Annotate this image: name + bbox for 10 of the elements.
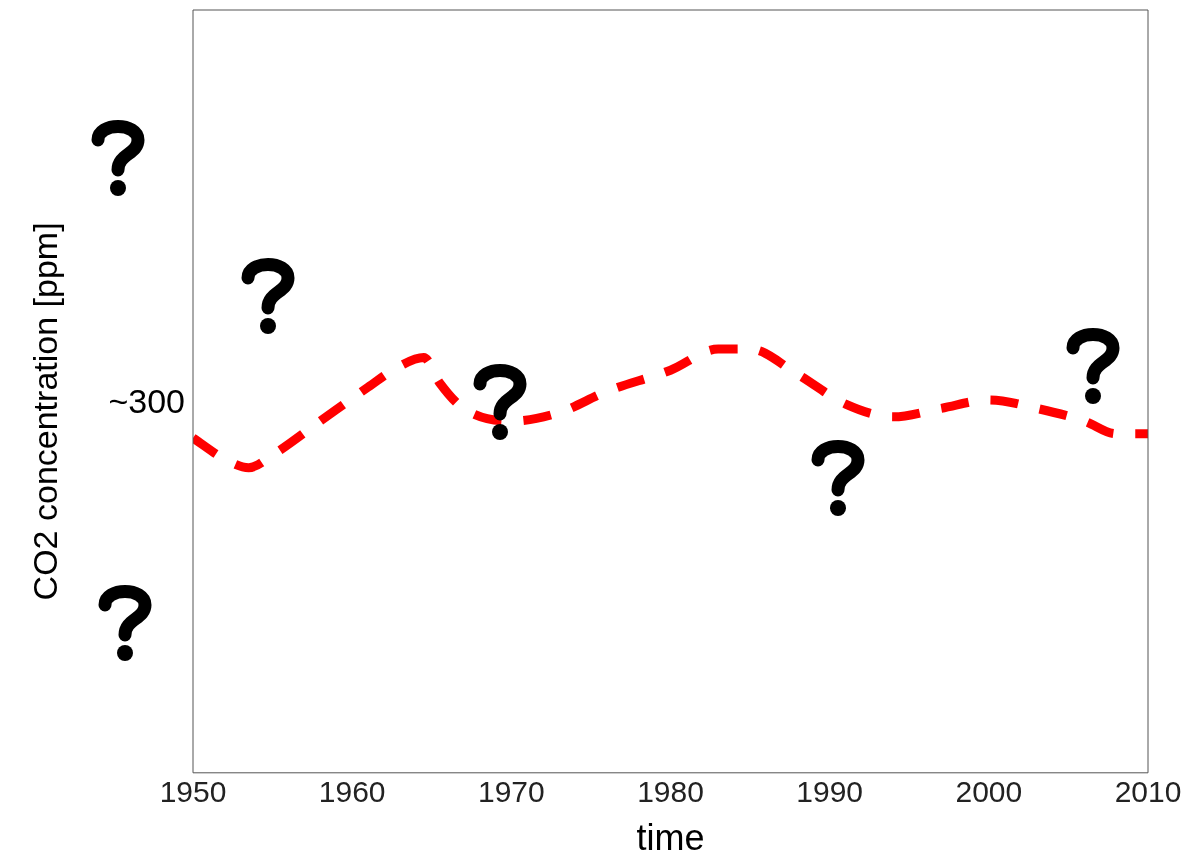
x-tick-label: 1950 (159, 775, 227, 809)
text: ~300 (108, 381, 185, 420)
x-axis-title: time (636, 817, 705, 859)
x-tick-label: 1960 (318, 775, 386, 809)
x-tick-label: 2000 (955, 775, 1023, 809)
x-tick-label: 2010 (1114, 775, 1182, 809)
y-axis-title: CO2 concentration [ppm] (26, 222, 65, 601)
x-tick-label: 1970 (477, 775, 545, 809)
x-tick-label: 1990 (796, 775, 864, 809)
x-tick-label: 1980 (637, 775, 704, 809)
